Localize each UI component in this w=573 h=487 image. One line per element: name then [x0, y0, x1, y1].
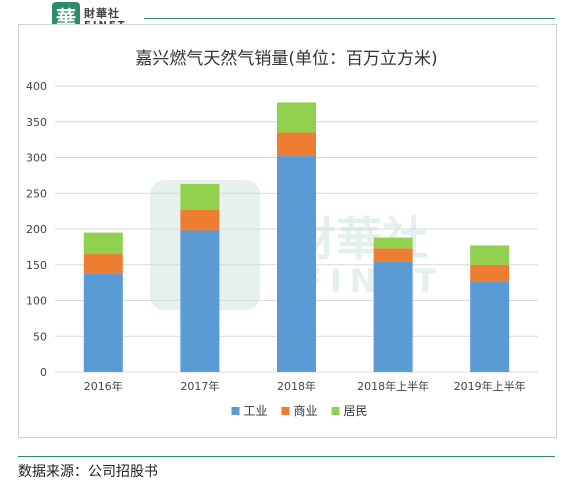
- chart-title: 嘉兴燃气天然气销量(单位：百万立方米): [135, 49, 438, 69]
- bar-segment: [373, 261, 413, 372]
- logo-name-cn: 財華社: [84, 7, 120, 20]
- bar-segment: [180, 183, 220, 210]
- bar-segment: [470, 245, 510, 265]
- watermark-name-en: FINET: [300, 262, 444, 300]
- source-note: 数据来源：公司招股书: [18, 464, 158, 480]
- footer-rule: [18, 456, 555, 457]
- y-tick-label: 150: [26, 259, 47, 272]
- x-tick-label: 2016年: [84, 379, 123, 393]
- legend-swatch: [281, 407, 290, 415]
- bar-segment: [83, 273, 123, 372]
- y-tick-label: 300: [26, 152, 47, 165]
- bar-segment: [277, 102, 316, 133]
- bar-segment: [470, 264, 510, 282]
- legend-label: 居民: [344, 404, 368, 418]
- bar-segment: [83, 232, 123, 255]
- legend-swatch: [331, 407, 340, 415]
- y-axis-ticks: 0 50 100 150 200 250 300 350 400: [26, 80, 47, 379]
- legend: 工业 商业 居民: [231, 403, 368, 418]
- y-tick-label: 0: [40, 366, 47, 379]
- x-axis-ticks: 2016年 2017年 2018年 2018年上半年 2019年上半年: [84, 379, 526, 393]
- legend-swatch: [231, 407, 240, 415]
- bar-segment: [83, 254, 123, 274]
- bar-segment: [180, 230, 220, 372]
- y-tick-label: 250: [26, 187, 47, 200]
- bars: [83, 102, 510, 372]
- y-tick-label: 200: [26, 223, 47, 236]
- legend-label: 工业: [244, 404, 268, 418]
- y-tick-label: 50: [33, 330, 47, 343]
- header-rule: [144, 18, 555, 19]
- x-tick-label: 2018年上半年: [357, 379, 429, 393]
- x-tick-label: 2017年: [180, 379, 219, 393]
- y-tick-label: 350: [26, 116, 47, 129]
- y-tick-label: 100: [26, 295, 47, 308]
- bar-segment: [373, 237, 413, 249]
- bar-segment: [373, 248, 413, 262]
- bar-segment: [470, 281, 510, 372]
- bar-segment: [277, 132, 316, 157]
- x-tick-label: 2019年上半年: [454, 379, 526, 393]
- bar-segment: [277, 156, 316, 372]
- y-tick-label: 400: [26, 80, 47, 93]
- bar-segment: [180, 209, 220, 231]
- legend-label: 商业: [294, 403, 318, 418]
- x-tick-label: 2018年: [277, 379, 316, 393]
